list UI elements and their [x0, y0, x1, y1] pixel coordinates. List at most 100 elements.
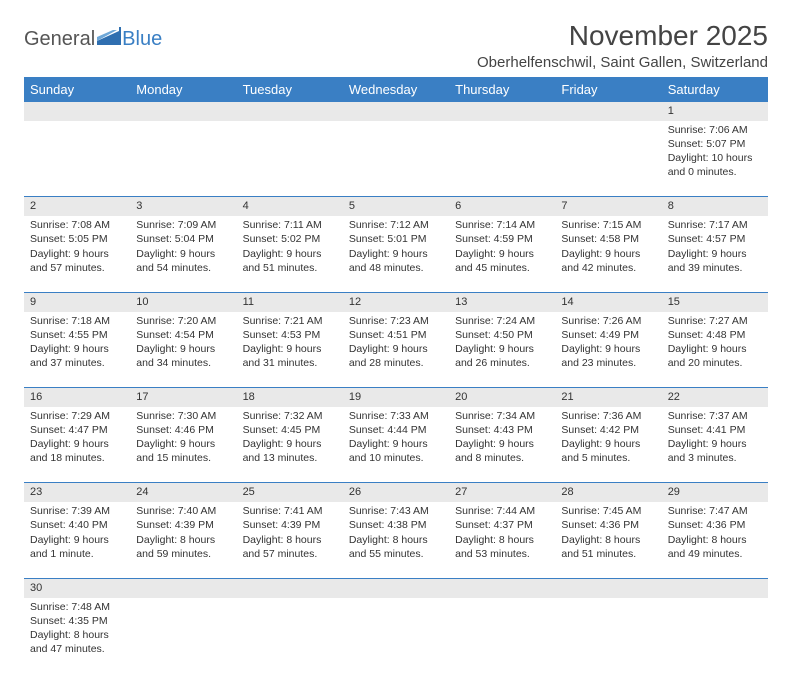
day-content-cell: Sunrise: 7:47 AMSunset: 4:36 PMDaylight:…	[662, 502, 768, 578]
day-details: Sunrise: 7:21 AMSunset: 4:53 PMDaylight:…	[237, 312, 343, 375]
day-details: Sunrise: 7:15 AMSunset: 4:58 PMDaylight:…	[555, 216, 661, 279]
day-content-row: Sunrise: 7:08 AMSunset: 5:05 PMDaylight:…	[24, 216, 768, 292]
day-content-cell: Sunrise: 7:24 AMSunset: 4:50 PMDaylight:…	[449, 312, 555, 388]
day-number-cell: 29	[662, 483, 768, 502]
day-content-row: Sunrise: 7:06 AMSunset: 5:07 PMDaylight:…	[24, 121, 768, 197]
day-content-cell: Sunrise: 7:33 AMSunset: 4:44 PMDaylight:…	[343, 407, 449, 483]
day-content-cell: Sunrise: 7:09 AMSunset: 5:04 PMDaylight:…	[130, 216, 236, 292]
day-number-cell	[343, 578, 449, 597]
sunrise-text: Sunrise: 7:17 AM	[668, 218, 762, 232]
day-number-cell: 1	[662, 102, 768, 121]
day-details: Sunrise: 7:34 AMSunset: 4:43 PMDaylight:…	[449, 407, 555, 470]
sunset-text: Sunset: 4:37 PM	[455, 518, 549, 532]
sunrise-text: Sunrise: 7:06 AM	[668, 123, 762, 137]
sunset-text: Sunset: 4:46 PM	[136, 423, 230, 437]
day-details: Sunrise: 7:23 AMSunset: 4:51 PMDaylight:…	[343, 312, 449, 375]
daylight-text: Daylight: 9 hours and 37 minutes.	[30, 342, 124, 370]
sunrise-text: Sunrise: 7:34 AM	[455, 409, 549, 423]
sunset-text: Sunset: 4:39 PM	[136, 518, 230, 532]
day-details: Sunrise: 7:27 AMSunset: 4:48 PMDaylight:…	[662, 312, 768, 375]
daylight-text: Daylight: 8 hours and 51 minutes.	[561, 533, 655, 561]
day-details: Sunrise: 7:44 AMSunset: 4:37 PMDaylight:…	[449, 502, 555, 565]
sunrise-text: Sunrise: 7:14 AM	[455, 218, 549, 232]
day-details: Sunrise: 7:41 AMSunset: 4:39 PMDaylight:…	[237, 502, 343, 565]
day-details: Sunrise: 7:32 AMSunset: 4:45 PMDaylight:…	[237, 407, 343, 470]
sunset-text: Sunset: 4:39 PM	[243, 518, 337, 532]
day-number-cell: 28	[555, 483, 661, 502]
day-content-row: Sunrise: 7:48 AMSunset: 4:35 PMDaylight:…	[24, 598, 768, 674]
sunset-text: Sunset: 5:05 PM	[30, 232, 124, 246]
sunrise-text: Sunrise: 7:21 AM	[243, 314, 337, 328]
day-content-cell: Sunrise: 7:26 AMSunset: 4:49 PMDaylight:…	[555, 312, 661, 388]
sunrise-text: Sunrise: 7:11 AM	[243, 218, 337, 232]
day-details: Sunrise: 7:45 AMSunset: 4:36 PMDaylight:…	[555, 502, 661, 565]
daylight-text: Daylight: 10 hours and 0 minutes.	[668, 151, 762, 179]
day-details: Sunrise: 7:48 AMSunset: 4:35 PMDaylight:…	[24, 598, 130, 661]
day-details: Sunrise: 7:17 AMSunset: 4:57 PMDaylight:…	[662, 216, 768, 279]
day-details: Sunrise: 7:11 AMSunset: 5:02 PMDaylight:…	[237, 216, 343, 279]
day-number-cell: 25	[237, 483, 343, 502]
daylight-text: Daylight: 9 hours and 3 minutes.	[668, 437, 762, 465]
sunset-text: Sunset: 4:49 PM	[561, 328, 655, 342]
day-content-cell	[237, 598, 343, 674]
sunset-text: Sunset: 4:59 PM	[455, 232, 549, 246]
day-number-cell: 19	[343, 388, 449, 407]
sunrise-text: Sunrise: 7:15 AM	[561, 218, 655, 232]
weekday-header: Thursday	[449, 77, 555, 102]
daylight-text: Daylight: 9 hours and 10 minutes.	[349, 437, 443, 465]
location-text: Oberhelfenschwil, Saint Gallen, Switzerl…	[477, 54, 768, 71]
daylight-text: Daylight: 8 hours and 47 minutes.	[30, 628, 124, 656]
month-title: November 2025	[477, 20, 768, 52]
sunrise-text: Sunrise: 7:24 AM	[455, 314, 549, 328]
day-details: Sunrise: 7:20 AMSunset: 4:54 PMDaylight:…	[130, 312, 236, 375]
day-number-cell	[24, 102, 130, 121]
day-number-cell	[555, 102, 661, 121]
day-number-cell: 21	[555, 388, 661, 407]
day-content-cell	[449, 598, 555, 674]
day-content-cell: Sunrise: 7:11 AMSunset: 5:02 PMDaylight:…	[237, 216, 343, 292]
daylight-text: Daylight: 9 hours and 54 minutes.	[136, 247, 230, 275]
day-content-cell	[662, 598, 768, 674]
day-number-row: 9101112131415	[24, 292, 768, 311]
daylight-text: Daylight: 8 hours and 55 minutes.	[349, 533, 443, 561]
weekday-header-row: Sunday Monday Tuesday Wednesday Thursday…	[24, 77, 768, 102]
sunset-text: Sunset: 5:07 PM	[668, 137, 762, 151]
day-content-cell: Sunrise: 7:23 AMSunset: 4:51 PMDaylight:…	[343, 312, 449, 388]
daylight-text: Daylight: 9 hours and 48 minutes.	[349, 247, 443, 275]
day-content-cell: Sunrise: 7:12 AMSunset: 5:01 PMDaylight:…	[343, 216, 449, 292]
brand-part2: Blue	[122, 28, 162, 51]
daylight-text: Daylight: 9 hours and 51 minutes.	[243, 247, 337, 275]
day-number-row: 23242526272829	[24, 483, 768, 502]
day-content-cell: Sunrise: 7:15 AMSunset: 4:58 PMDaylight:…	[555, 216, 661, 292]
day-content-cell: Sunrise: 7:08 AMSunset: 5:05 PMDaylight:…	[24, 216, 130, 292]
day-content-cell: Sunrise: 7:40 AMSunset: 4:39 PMDaylight:…	[130, 502, 236, 578]
weekday-header: Sunday	[24, 77, 130, 102]
daylight-text: Daylight: 8 hours and 59 minutes.	[136, 533, 230, 561]
sunrise-text: Sunrise: 7:33 AM	[349, 409, 443, 423]
day-details: Sunrise: 7:24 AMSunset: 4:50 PMDaylight:…	[449, 312, 555, 375]
daylight-text: Daylight: 9 hours and 26 minutes.	[455, 342, 549, 370]
sunrise-text: Sunrise: 7:44 AM	[455, 504, 549, 518]
day-content-cell: Sunrise: 7:17 AMSunset: 4:57 PMDaylight:…	[662, 216, 768, 292]
day-number-cell: 23	[24, 483, 130, 502]
day-number-cell: 22	[662, 388, 768, 407]
sunrise-text: Sunrise: 7:43 AM	[349, 504, 443, 518]
sunset-text: Sunset: 5:01 PM	[349, 232, 443, 246]
day-details: Sunrise: 7:47 AMSunset: 4:36 PMDaylight:…	[662, 502, 768, 565]
day-number-row: 1	[24, 102, 768, 121]
weekday-header: Tuesday	[237, 77, 343, 102]
day-number-cell: 2	[24, 197, 130, 216]
day-details: Sunrise: 7:09 AMSunset: 5:04 PMDaylight:…	[130, 216, 236, 279]
day-details: Sunrise: 7:06 AMSunset: 5:07 PMDaylight:…	[662, 121, 768, 184]
sunset-text: Sunset: 4:51 PM	[349, 328, 443, 342]
sunrise-text: Sunrise: 7:39 AM	[30, 504, 124, 518]
day-number-cell: 20	[449, 388, 555, 407]
sunrise-text: Sunrise: 7:12 AM	[349, 218, 443, 232]
day-content-cell	[237, 121, 343, 197]
brand-logo: General Blue	[24, 28, 162, 51]
day-details: Sunrise: 7:29 AMSunset: 4:47 PMDaylight:…	[24, 407, 130, 470]
sunset-text: Sunset: 4:55 PM	[30, 328, 124, 342]
sunrise-text: Sunrise: 7:09 AM	[136, 218, 230, 232]
day-details: Sunrise: 7:18 AMSunset: 4:55 PMDaylight:…	[24, 312, 130, 375]
day-number-row: 30	[24, 578, 768, 597]
